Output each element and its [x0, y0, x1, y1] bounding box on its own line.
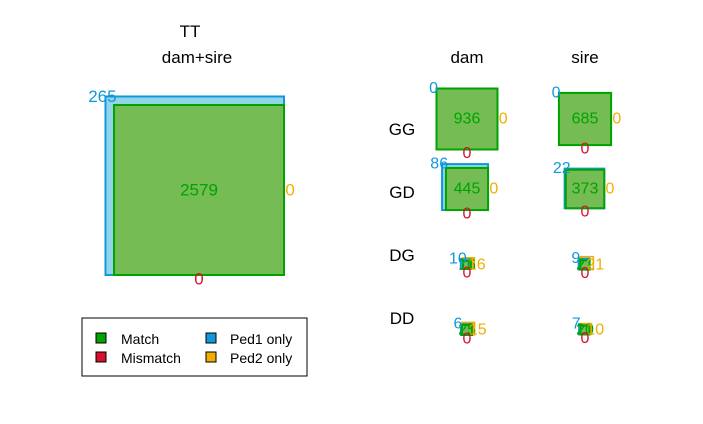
legend-label-ped1-only: Ped1 only [230, 331, 292, 347]
cell-gg-sire-ped2-only-label: 0 [612, 111, 621, 128]
cell-gd-sire-ped2-only-label: 0 [606, 181, 615, 198]
cell-dg-sire-ped1-only-label: 9 [571, 250, 580, 267]
cell-dd-dam-ped1-only-label: 6 [454, 315, 463, 332]
legend-label-ped2-only: Ped2 only [230, 350, 292, 366]
cell-dd-dam-ped2-only-label: 15 [469, 322, 487, 339]
row-header-dd: DD [390, 309, 415, 328]
cell-gg-dam-ped1-only-label: 0 [429, 80, 438, 97]
main-title: TT [180, 22, 201, 41]
legend-swatch-ped1-only [206, 333, 216, 343]
cell-gg-dam-mismatch-label: 0 [463, 145, 472, 162]
cell-gd-dam-match-label: 445 [454, 181, 481, 198]
cell-dd-sire-ped1-only-label: 7 [572, 316, 581, 333]
column-header-sire: sire [571, 48, 598, 67]
legend-label-mismatch: Mismatch [121, 350, 181, 366]
cell-gd-sire-ped1-only-label: 22 [553, 160, 571, 177]
cell-gg-dam-ped2-only-label: 0 [499, 111, 508, 128]
cell-gg-dam-match-label: 936 [454, 111, 481, 128]
legend: Match Mismatch Ped1 only Ped2 only [82, 318, 307, 376]
main-match-label: 2579 [180, 181, 218, 200]
legend-swatch-match [96, 333, 106, 343]
main-ped1-only-label: 265 [88, 87, 116, 106]
main-subtitle: dam+sire [162, 48, 232, 67]
cell-gd-dam-ped2-only-label: 0 [489, 181, 498, 198]
column-header-dam: dam [450, 48, 483, 67]
cell-dg-dam-mismatch-label: 0 [463, 264, 472, 281]
cell-gg-sire-match-label: 685 [572, 111, 599, 128]
legend-label-match: Match [121, 331, 159, 347]
legend-swatch-ped2-only [206, 352, 216, 362]
cell-dg-sire-mismatch-label: 0 [581, 265, 590, 282]
cell-gd-sire-mismatch-label: 0 [581, 204, 590, 221]
row-header-gd: GD [389, 183, 415, 202]
cell-gg-sire-ped1-only-label: 0 [552, 84, 561, 101]
cell-dd-sire-mismatch-label: 0 [581, 330, 590, 347]
main-ped2-only-label: 0 [285, 181, 294, 200]
cell-gd-dam-mismatch-label: 0 [463, 205, 472, 222]
cell-gd-sire-match-label: 373 [572, 181, 599, 198]
cell-dd-dam-mismatch-label: 0 [463, 330, 472, 347]
legend-frame [82, 318, 307, 376]
cell-gg-sire-mismatch-label: 0 [581, 140, 590, 157]
main-mismatch-label: 0 [194, 270, 203, 289]
row-header-gg: GG [389, 120, 415, 139]
cell-gd-dam-ped1-only-label: 86 [430, 156, 448, 173]
legend-swatch-mismatch [96, 352, 106, 362]
row-header-dg: DG [389, 246, 415, 265]
